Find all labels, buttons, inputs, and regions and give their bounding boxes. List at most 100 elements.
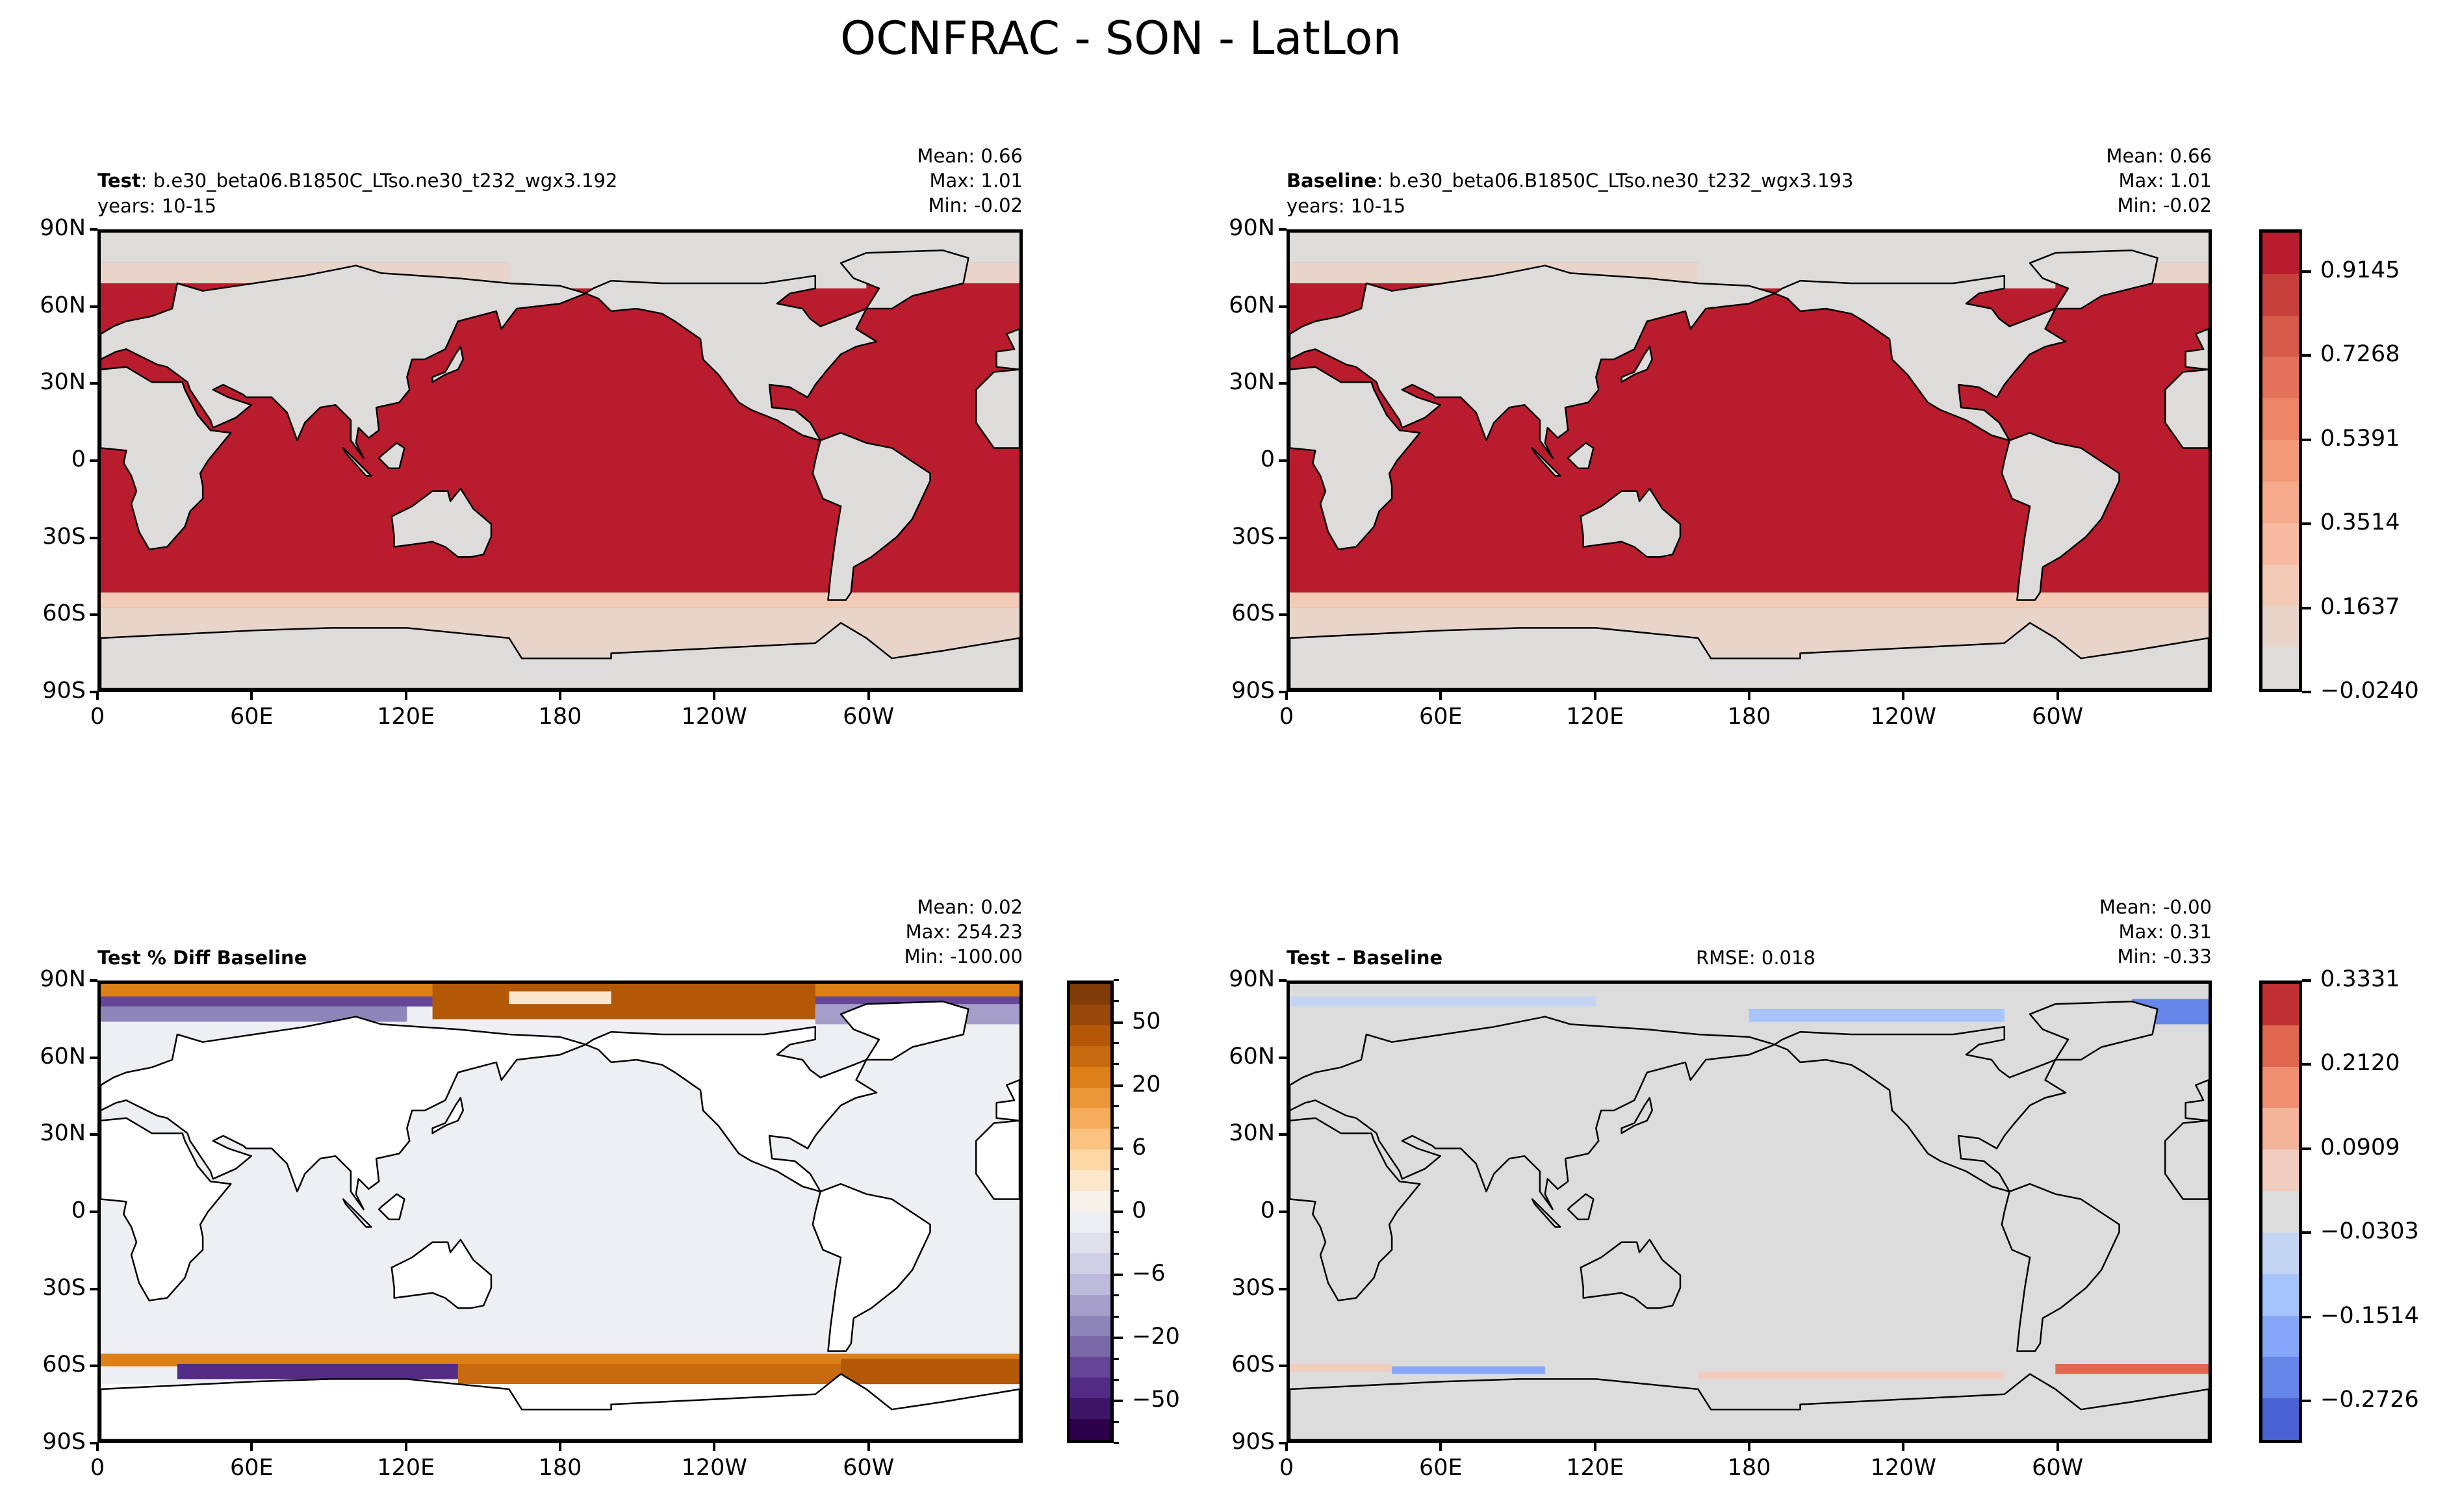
colorbar-tick-label: 0 [1132, 1198, 1147, 1224]
panel-stats: Mean: 0.66 Max: 1.01 Min: -0.02 [2106, 144, 2212, 218]
coastline-japan [1622, 1098, 1652, 1134]
lat-tick-mark [1279, 1287, 1287, 1290]
lon-tick-mark [1285, 692, 1288, 700]
coastline-samerica [813, 433, 930, 600]
coastline-japan [433, 1098, 463, 1134]
coastline-samerica [2002, 1184, 2120, 1351]
lat-tick-label: 0 [1260, 1198, 1275, 1224]
panel-title: Test % Diff Baseline [97, 947, 307, 969]
lat-tick-mark [1279, 228, 1287, 231]
colorbar-band [2262, 1357, 2299, 1399]
colorbar-band [2262, 233, 2299, 274]
colorbar-band [1070, 1232, 1110, 1253]
coastline-namerica [1775, 275, 2066, 441]
lon-tick-mark [559, 692, 561, 700]
colorbar-tick-label: 0.9145 [2320, 257, 2400, 283]
panel-title-bold: Test – Baseline [1287, 947, 1443, 969]
coastline-namerica [585, 1027, 877, 1192]
stat-line: Max: 0.31 [2118, 921, 2212, 943]
panel-title-case: : b.e30_beta06.B1850C_LTso.ne30_t232_wgx… [140, 170, 618, 192]
colorbar-tick [1114, 1400, 1123, 1403]
colorbar-band [2262, 1191, 2299, 1233]
lat-tick-mark [90, 1287, 97, 1290]
coastline-sumatra [1532, 1199, 1560, 1227]
lat-tick-label: 60N [1229, 1043, 1275, 1070]
field-contour-band [1749, 1009, 2005, 1022]
lon-tick-mark [713, 692, 716, 700]
colorbar-tick [2302, 979, 2311, 982]
lat-tick-mark [1279, 459, 1287, 462]
lon-tick-mark [404, 692, 407, 700]
lat-tick-mark [90, 1442, 97, 1444]
colorbar-band [1070, 1253, 1110, 1274]
panel-years: years: 10-15 [1287, 195, 1406, 217]
colorbar-tick [1114, 1021, 1123, 1024]
lat-tick-label: 90N [40, 966, 86, 992]
lat-tick-label: 90S [1231, 1429, 1275, 1455]
colorbar-band [2262, 522, 2299, 565]
field-contour-band [177, 1364, 458, 1379]
lon-tick-mark [250, 692, 253, 700]
colorbar-band [2262, 1108, 2299, 1150]
field-contour-band [101, 1353, 1019, 1366]
lat-tick-mark [1279, 1133, 1287, 1136]
colorbar-tick [1114, 1084, 1123, 1087]
colorbar-tick [2302, 354, 2311, 357]
lat-tick-label: 0 [71, 446, 86, 472]
stat-line: Max: 1.01 [929, 170, 1023, 192]
lat-tick-label: 90N [1229, 966, 1275, 992]
lat-tick-mark [90, 1056, 97, 1059]
panel-title: Baseline: b.e30_beta06.B1850C_LTso.ne30_… [1287, 170, 1853, 192]
lon-tick-mark [1285, 1443, 1288, 1451]
coastline-antarctica [101, 1374, 1019, 1440]
coastline-greenland [2030, 250, 2157, 309]
coastline-namerica [1775, 1027, 2066, 1192]
colorbar-tick-label: −0.0303 [2320, 1218, 2419, 1245]
stat-line: Mean: 0.66 [2106, 145, 2212, 167]
colorbar-minor-tick [1114, 1000, 1119, 1003]
field-contour-band [1290, 592, 2209, 608]
coastline-australia [392, 1240, 491, 1308]
coastline-samerica [2002, 433, 2120, 600]
lat-tick-label: 30S [42, 523, 86, 550]
lon-tick-mark [713, 1443, 716, 1451]
colorbar-tick-label: 0.2120 [2320, 1050, 2400, 1077]
coastline-sumatra [343, 1199, 371, 1227]
lon-tick-mark [867, 692, 870, 700]
colorbar-minor-tick [1114, 1294, 1119, 1297]
colorbar-minor-tick [1114, 1126, 1119, 1129]
colorbar-band [2262, 481, 2299, 523]
colorbar-tick-label: −50 [1132, 1387, 1180, 1413]
coastline-eurasia [101, 1017, 585, 1209]
lat-tick-mark [1279, 1211, 1287, 1213]
field-contour-band [509, 991, 611, 1005]
coastline-borneo [379, 1194, 404, 1220]
lat-tick-mark [90, 691, 97, 693]
lat-tick-mark [1279, 305, 1287, 308]
colorbar-band [2262, 1315, 2299, 1357]
lat-tick-label: 30N [1229, 369, 1275, 396]
stat-line: Max: 1.01 [2118, 170, 2212, 192]
panel-title: Test: b.e30_beta06.B1850C_LTso.ne30_t232… [97, 170, 617, 192]
lon-tick-label: 60E [230, 1455, 274, 1481]
panel-stats: Mean: 0.66 Max: 1.01 Min: -0.02 [917, 144, 1023, 218]
colorbar-tick-label: 50 [1132, 1008, 1161, 1034]
colorbar-tick [1114, 1274, 1123, 1277]
lon-tick-label: 60E [230, 704, 274, 730]
field-contour-band [1698, 1371, 2005, 1379]
panel-title-case: : b.e30_beta06.B1850C_LTso.ne30_t232_wgx… [1376, 170, 1854, 192]
colorbar-band [1070, 1211, 1110, 1233]
colorbar-band [2262, 984, 2299, 1025]
lon-tick-label: 60W [843, 1455, 895, 1481]
lat-tick-label: 60N [40, 1043, 86, 1070]
colorbar-minor-tick [1114, 1442, 1119, 1444]
stat-line: Min: -0.33 [2117, 945, 2212, 967]
coastline-sumatra [1532, 448, 1560, 476]
coastline-australia [392, 489, 491, 557]
field-contour-band [1392, 1366, 1545, 1374]
map-panel-test: Test: b.e30_beta06.B1850C_LTso.ne30_t232… [40, 145, 1023, 730]
coastline-africa_w [2165, 1121, 2209, 1199]
lat-tick-label: 30N [40, 369, 86, 396]
map-plot-area [97, 980, 1023, 1443]
lon-tick-label: 180 [538, 1455, 582, 1481]
